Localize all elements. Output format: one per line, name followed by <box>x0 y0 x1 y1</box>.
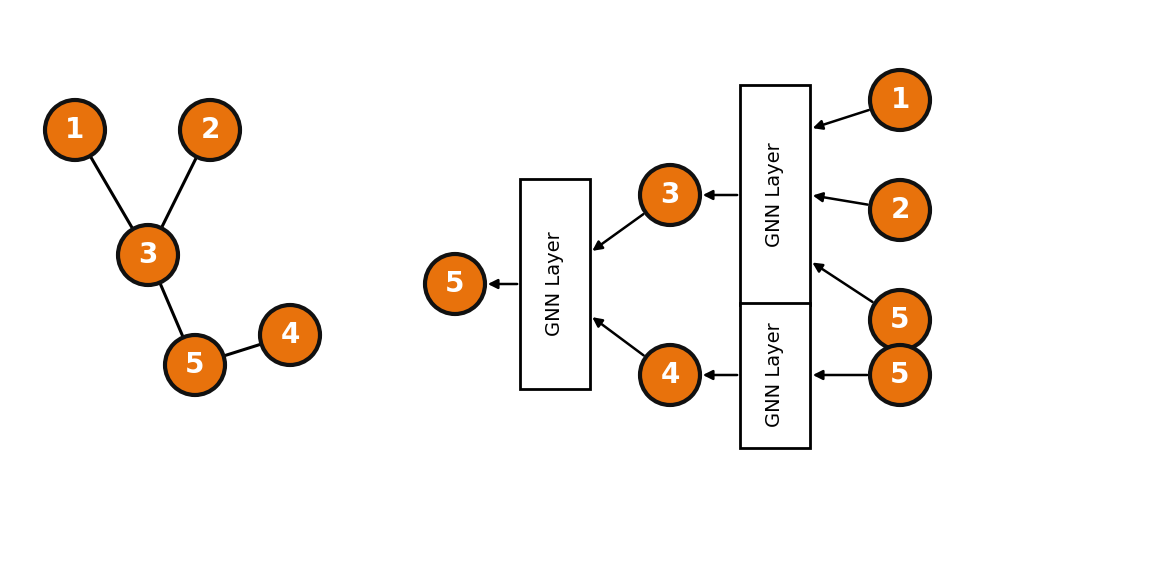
Circle shape <box>165 335 225 395</box>
Bar <box>741 303 809 448</box>
Circle shape <box>870 70 930 130</box>
Text: 5: 5 <box>186 351 204 379</box>
Text: 3: 3 <box>138 241 158 269</box>
Circle shape <box>425 254 485 314</box>
Text: 2: 2 <box>201 116 220 144</box>
Text: 3: 3 <box>660 181 680 209</box>
Text: 1: 1 <box>890 86 910 114</box>
Circle shape <box>118 225 178 285</box>
Circle shape <box>180 100 239 160</box>
Text: 5: 5 <box>890 306 910 334</box>
Text: 2: 2 <box>890 196 910 224</box>
Circle shape <box>870 345 930 405</box>
Text: 4: 4 <box>660 361 680 389</box>
Circle shape <box>46 100 105 160</box>
Text: GNN Layer: GNN Layer <box>765 143 785 248</box>
Bar <box>741 85 809 305</box>
Bar <box>520 179 590 389</box>
Text: 1: 1 <box>65 116 84 144</box>
Text: 5: 5 <box>445 270 465 298</box>
Circle shape <box>640 165 700 225</box>
Text: 5: 5 <box>890 361 910 389</box>
Circle shape <box>260 305 320 365</box>
Circle shape <box>870 180 930 240</box>
Circle shape <box>640 345 700 405</box>
Text: 4: 4 <box>280 321 300 349</box>
Circle shape <box>870 290 930 350</box>
Text: GNN Layer: GNN Layer <box>545 232 564 336</box>
Text: GNN Layer: GNN Layer <box>765 323 785 427</box>
